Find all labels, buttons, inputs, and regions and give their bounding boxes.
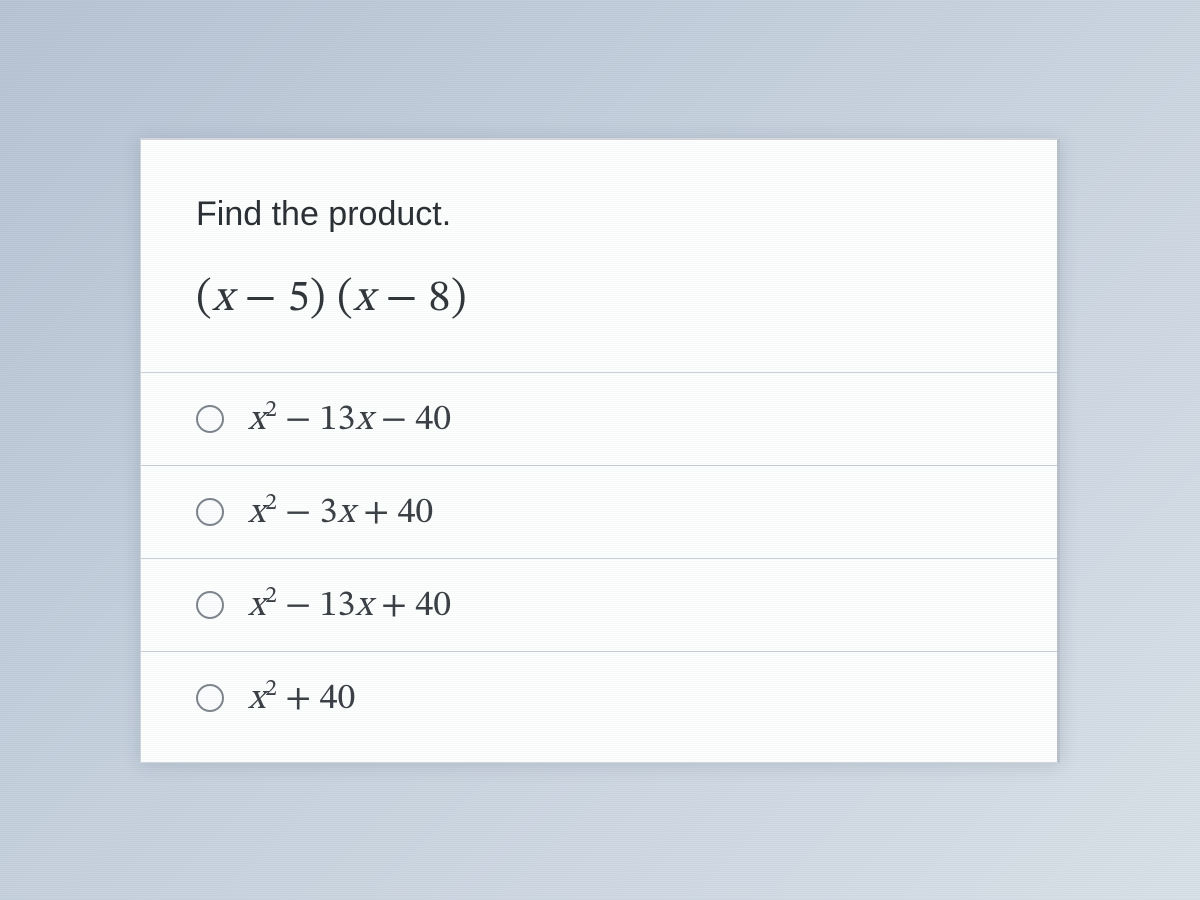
answer-option-label: x2 + 40 (248, 674, 355, 722)
answer-options: x2 − 13x − 40 x2 − 3x + 40 x2 − 13x + 40… (141, 372, 1057, 762)
answer-option-b[interactable]: x2 − 3x + 40 (141, 466, 1057, 559)
radio-icon[interactable] (196, 498, 224, 526)
answer-option-c[interactable]: x2 − 13x + 40 (141, 559, 1057, 652)
answer-option-label: x2 − 3x + 40 (248, 488, 433, 536)
radio-icon[interactable] (196, 405, 224, 433)
radio-icon[interactable] (196, 591, 224, 619)
question-prompt: Find the product. (196, 195, 1002, 234)
radio-icon[interactable] (196, 684, 224, 712)
question-prompt-area: Find the product. (x − 5) (x − 8) (141, 140, 1057, 372)
answer-option-d[interactable]: x2 + 40 (141, 652, 1057, 762)
answer-option-label: x2 − 13x + 40 (248, 581, 451, 629)
answer-option-a[interactable]: x2 − 13x − 40 (141, 373, 1057, 466)
question-card: Find the product. (x − 5) (x − 8) x2 − 1… (140, 138, 1060, 763)
answer-option-label: x2 − 13x − 40 (248, 395, 451, 443)
question-expression: (x − 5) (x − 8) (196, 272, 1002, 327)
